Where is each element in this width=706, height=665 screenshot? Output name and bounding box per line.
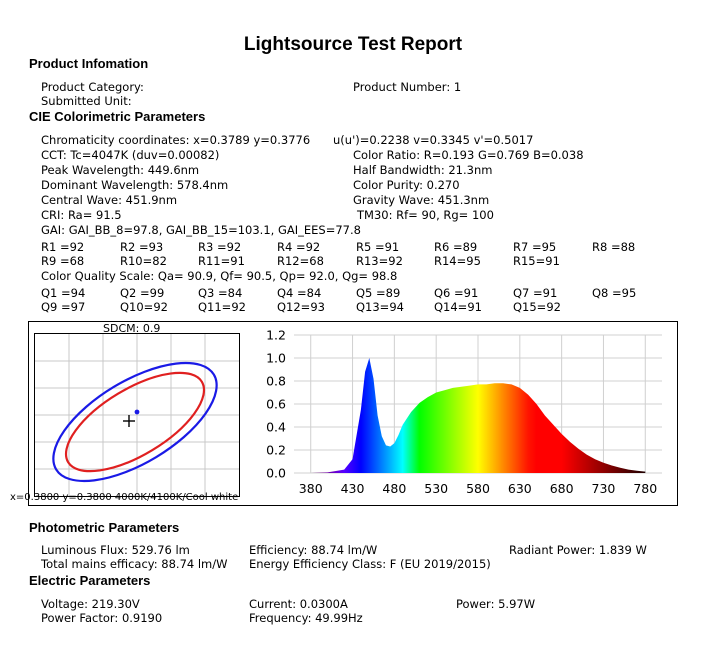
half-bandwidth: Half Bandwidth: 21.3nm — [353, 163, 493, 177]
q-value: Q5 =89 — [356, 286, 401, 300]
outer-tolerance-ellipse — [52, 361, 218, 483]
q-value: Q10=92 — [120, 300, 168, 314]
inner-tolerance-ellipse — [64, 371, 206, 473]
uv-coordinates: u(u')=0.2238 v=0.3345 v'=0.5017 — [333, 133, 534, 147]
gai: GAI: GAI_BB_8=97.8, GAI_BB_15=103.1, GAI… — [41, 223, 361, 237]
central-wave: Central Wave: 451.9nm — [41, 193, 178, 207]
r-value: R9 =68 — [41, 254, 85, 268]
r-value: R3 =92 — [198, 240, 242, 254]
radiant-power: Radiant Power: 1.839 W — [509, 543, 647, 557]
r-value: R14=95 — [434, 254, 481, 268]
q-value: Q12=93 — [277, 300, 325, 314]
total-mains-efficacy: Total mains efficacy: 88.74 lm/W — [41, 557, 228, 571]
target-point-marker — [123, 415, 135, 427]
sdcm-value: SDCM: 0.9 — [103, 322, 161, 335]
spectrum-chart: 0.0 0.2 0.4 0.6 0.8 1.0 1.2 380 430 480 530 580 630… — [266, 328, 662, 496]
q-value: Q11=92 — [198, 300, 246, 314]
tm30: TM30: Rf= 90, Rg= 100 — [357, 208, 494, 222]
x-tick-label: 730 — [592, 481, 616, 496]
power-factor: Power Factor: 0.9190 — [41, 611, 163, 625]
product-info-heading: Product Infomation — [29, 56, 149, 71]
voltage: Voltage: 219.30V — [41, 597, 140, 611]
r-value: R1 =92 — [41, 240, 85, 254]
x-tick-label: 380 — [299, 481, 323, 496]
q-value: Q9 =97 — [41, 300, 86, 314]
y-tick-label: 0.6 — [266, 397, 286, 412]
peak-wavelength: Peak Wavelength: 449.6nm — [41, 163, 200, 177]
y-tick-labels: 0.0 0.2 0.4 0.6 0.8 1.0 1.2 — [266, 328, 286, 481]
measured-point — [134, 409, 140, 415]
cie-heading: CIE Colorimetric Parameters — [29, 109, 206, 124]
y-tick-label: 0.8 — [266, 374, 286, 389]
x-tick-label: 680 — [550, 481, 574, 496]
frequency: Frequency: 49.99Hz — [249, 611, 363, 625]
x-tick-label: 630 — [508, 481, 532, 496]
q-value: Q8 =95 — [592, 286, 637, 300]
electric-heading: Electric Parameters — [29, 573, 151, 588]
gravity-wave: Gravity Wave: 451.3nm — [353, 193, 490, 207]
cri: CRI: Ra= 91.5 — [41, 208, 122, 222]
submitted-unit: Submitted Unit: — [41, 94, 132, 108]
cie-reference-label: x=0.3800 y=0.3800 4000K/4100K/Cool white — [10, 492, 239, 503]
x-tick-labels: 380 430 480 530 580 630 680 730 780 — [299, 481, 657, 496]
color-ratio: Color Ratio: R=0.193 G=0.769 B=0.038 — [353, 148, 584, 162]
x-tick-label: 580 — [466, 481, 490, 496]
q-value: Q4 =84 — [277, 286, 322, 300]
q-value: Q2 =99 — [120, 286, 165, 300]
color-purity: Color Purity: 0.270 — [353, 178, 460, 192]
color-quality-scale: Color Quality Scale: Qa= 90.9, Qf= 90.5,… — [41, 269, 398, 283]
x-tick-label: 530 — [424, 481, 448, 496]
luminous-flux: Luminous Flux: 529.76 lm — [41, 543, 190, 557]
q-value: Q6 =91 — [434, 286, 479, 300]
q-value: Q14=91 — [434, 300, 482, 314]
cie-ellipse-svg — [35, 334, 239, 496]
x-tick-label: 430 — [341, 481, 365, 496]
y-tick-label: 0.0 — [266, 466, 286, 481]
charts-frame — [28, 321, 678, 506]
cie-tolerance-plot — [34, 333, 240, 497]
r-value: R12=68 — [277, 254, 324, 268]
energy-efficiency-class: Energy Efficiency Class: F (EU 2019/2015… — [249, 557, 491, 571]
y-tick-label: 0.4 — [266, 420, 286, 435]
current: Current: 0.0300A — [249, 597, 348, 611]
q-value: Q7 =91 — [513, 286, 558, 300]
x-tick-label: 480 — [382, 481, 406, 496]
q-value: Q13=94 — [356, 300, 404, 314]
r-value: R4 =92 — [277, 240, 321, 254]
y-tick-label: 1.2 — [266, 328, 286, 343]
report-title: Lightsource Test Report — [243, 34, 463, 55]
r-value: R15=91 — [513, 254, 560, 268]
y-tick-label: 1.0 — [266, 351, 286, 366]
photometric-heading: Photometric Parameters — [29, 520, 180, 535]
r-value: R10=82 — [120, 254, 167, 268]
r-value: R7 =95 — [513, 240, 557, 254]
q-value: Q3 =84 — [198, 286, 243, 300]
cct: CCT: Tc=4047K (duv=0.00082) — [41, 148, 220, 162]
x-tick-label: 780 — [633, 481, 657, 496]
r-value: R8 =88 — [592, 240, 636, 254]
chromaticity-coordinates: Chromaticity coordinates: x=0.3789 y=0.3… — [41, 133, 311, 147]
dominant-wavelength: Dominant Wavelength: 578.4nm — [41, 178, 229, 192]
r-value: R2 =93 — [120, 240, 164, 254]
product-number: Product Number: 1 — [353, 80, 462, 94]
r-value: R11=91 — [198, 254, 245, 268]
efficiency: Efficiency: 88.74 lm/W — [249, 543, 378, 557]
y-tick-label: 0.2 — [266, 443, 286, 458]
r-value: R13=92 — [356, 254, 403, 268]
q-value: Q15=92 — [513, 300, 561, 314]
r-value: R5 =91 — [356, 240, 400, 254]
q-value: Q1 =94 — [41, 286, 86, 300]
power: Power: 5.97W — [456, 597, 536, 611]
spectrum-area — [310, 358, 646, 473]
r-value: R6 =89 — [434, 240, 478, 254]
product-category: Product Category: — [41, 80, 144, 94]
